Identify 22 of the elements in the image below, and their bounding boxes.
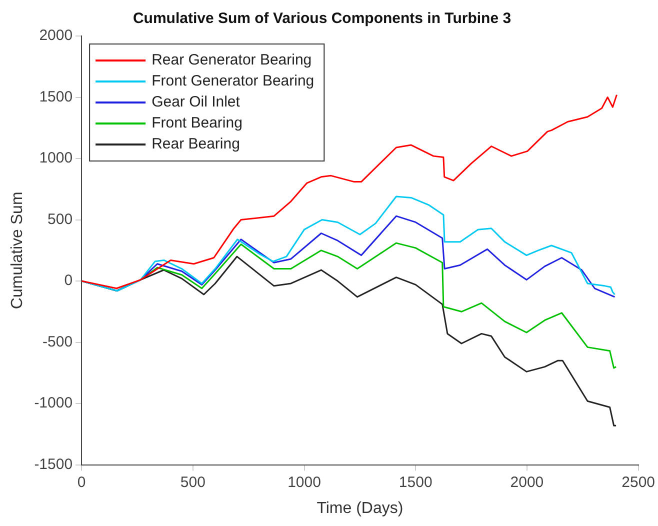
legend-label: Front Generator Bearing bbox=[152, 72, 314, 90]
x-axis-title: Time (Days) bbox=[316, 500, 404, 517]
y-tick-label: 500 bbox=[48, 210, 73, 228]
y-tick-label: -1500 bbox=[34, 456, 73, 473]
x-tick-label: 0 bbox=[77, 474, 86, 491]
y-tick-label: 2000 bbox=[39, 27, 73, 44]
x-tick-label: 1500 bbox=[398, 474, 432, 491]
x-tick-label: 1000 bbox=[288, 474, 321, 491]
x-tick-label: 2500 bbox=[622, 474, 656, 491]
y-tick-label: 1500 bbox=[39, 88, 73, 106]
legend-label: Rear Bearing bbox=[152, 136, 240, 153]
y-tick-label: -1000 bbox=[34, 394, 73, 412]
y-tick-label: 1000 bbox=[39, 150, 73, 167]
y-tick-label: -500 bbox=[42, 333, 73, 350]
y-axis-title: Cumulative Sum bbox=[9, 192, 26, 310]
chart-title: Cumulative Sum of Various Components in Turbine 3 bbox=[132, 10, 512, 28]
legend-label: Gear Oil Inlet bbox=[152, 94, 241, 111]
legend-label: Rear Generator Bearing bbox=[152, 52, 312, 69]
legend-label: Front Bearing bbox=[152, 114, 242, 132]
x-tick-label: 2000 bbox=[510, 474, 544, 491]
y-tick-label: 0 bbox=[64, 272, 73, 290]
x-tick-label: 500 bbox=[180, 474, 206, 491]
